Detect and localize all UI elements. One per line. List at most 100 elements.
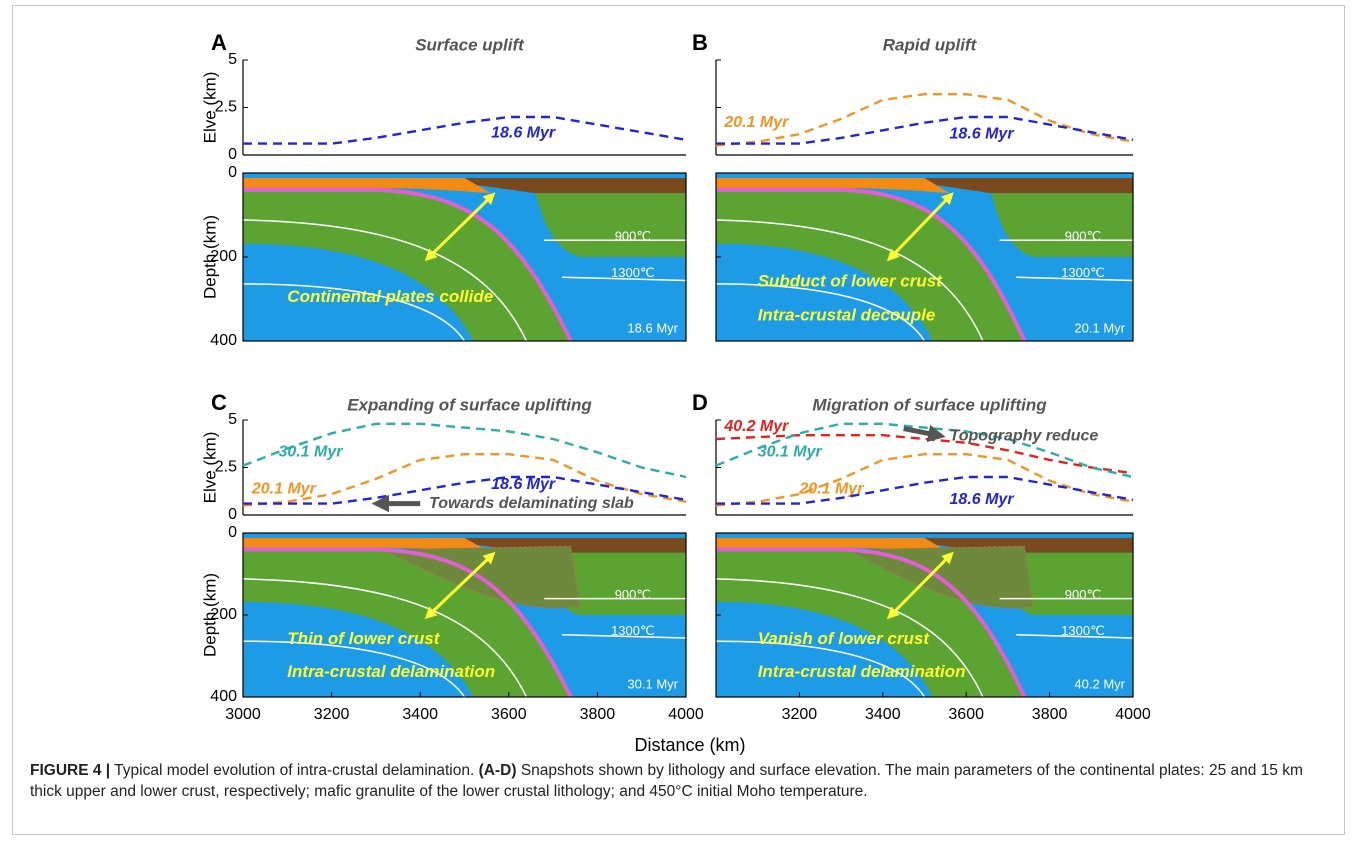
isotherm — [243, 283, 466, 341]
x-tick-label: 4000 — [668, 706, 704, 723]
yellow-arrow — [424, 551, 496, 620]
y-axis-label: Elve (km) — [200, 432, 219, 504]
x-tick-label: 3600 — [491, 706, 527, 723]
isotherm-label: 900℃ — [1065, 587, 1101, 602]
y-tick-label: 2.5 — [215, 99, 237, 116]
y-tick-label: 5 — [228, 51, 237, 68]
series-label: 30.1 Myr — [278, 444, 343, 461]
isotherm — [243, 640, 466, 697]
series-label: 20.1 Myr — [251, 481, 317, 498]
isotherm-label: 900℃ — [615, 587, 651, 602]
y-tick-label: 0 — [228, 506, 237, 523]
time-label: 30.1 Myr — [627, 676, 678, 691]
upper-crust — [716, 537, 950, 553]
lithology-section: 900℃ 1300℃ Vanish of lower crust Intra-crus… — [716, 533, 1133, 697]
annotation: Topography reduce — [950, 427, 1099, 444]
panel-label: D — [692, 390, 708, 415]
y-tick-label: 200 — [210, 248, 237, 265]
y-tick-label: 400 — [210, 688, 237, 705]
overriding-lithosphere — [535, 193, 686, 257]
caption: FIGURE 4 | Typical model evolution of in… — [30, 760, 1330, 802]
y-tick-label: 200 — [210, 606, 237, 623]
isotherm — [716, 640, 926, 697]
series-label: 18.6 Myr — [491, 124, 556, 141]
section-label: Intra-crustal delamination — [287, 662, 495, 681]
upper-crust — [243, 178, 492, 194]
x-tick-label: 3400 — [865, 706, 901, 723]
caption-description: Snapshots shown by lithology and surface… — [30, 762, 1303, 800]
elevation-line — [715, 453, 1134, 507]
panel-title: Expanding of surface uplifting — [347, 395, 592, 414]
y-tick-label: 5 — [228, 411, 237, 428]
series-label: 40.2 Myr — [723, 418, 789, 435]
caption-label: FIGURE 4 | — [30, 762, 111, 779]
series-label: 18.6 Myr — [950, 125, 1015, 142]
x-tick-label: 4000 — [1115, 706, 1151, 723]
sediment — [420, 178, 686, 194]
isotherm — [561, 633, 686, 639]
section-label: Continental plates collide — [287, 287, 493, 306]
section-label: Intra-crustal delamination — [758, 662, 966, 681]
section-label: Vanish of lower crust — [758, 629, 931, 648]
elevation-line — [715, 422, 1134, 479]
elevation-line — [716, 475, 1134, 505]
x-tick-label: 3400 — [402, 706, 438, 723]
upper-crust — [243, 537, 492, 553]
elevation-line — [715, 434, 1134, 475]
series-label: 18.6 Myr — [491, 476, 556, 493]
isotherm-label: 900℃ — [1065, 228, 1101, 243]
elevation-line — [242, 453, 687, 507]
figure: A Surface uplift Elve (km) 0 2.5 5 18.6 Myr B Ra… — [200, 30, 1151, 755]
annotation: Towards delaminating slab — [429, 495, 634, 512]
panel-label: C — [211, 390, 227, 415]
x-tick-label: 3200 — [314, 706, 350, 723]
y-tick-label: 400 — [210, 332, 237, 349]
y-tick-label: 0 — [228, 524, 237, 541]
isotherm-label: 1300℃ — [611, 265, 655, 280]
x-tick-label: 3600 — [948, 706, 984, 723]
isotherm-label: 1300℃ — [1061, 623, 1105, 638]
x-tick-label: 3800 — [1032, 706, 1068, 723]
sediment — [420, 537, 686, 553]
lithology-section: 900℃ 1300℃ Thin of lower crust Intra-crusta… — [243, 533, 686, 697]
y-axis-label: Depth (km) — [200, 215, 219, 299]
isotherm — [1016, 633, 1133, 639]
lithology-section: 900℃ 1300℃ Subduct of lower crust Intra-cru… — [716, 173, 1133, 341]
upper-crust — [716, 178, 950, 194]
yellow-arrow — [424, 192, 496, 262]
y-tick-label: 0 — [228, 164, 237, 181]
time-label: 20.1 Myr — [1074, 320, 1125, 335]
x-tick-label: 3800 — [580, 706, 616, 723]
x-axis-label: Distance (km) — [634, 735, 745, 755]
panel-label: B — [692, 30, 708, 55]
figure-frame — [12, 5, 1345, 835]
elevation-line — [243, 115, 687, 145]
x-tick-label: 3000 — [225, 706, 261, 723]
panel-label: A — [211, 30, 227, 55]
elevation-line — [242, 422, 687, 479]
y-tick-label: 0 — [228, 146, 237, 163]
panel-title: Surface uplift — [415, 35, 525, 54]
overriding-lithosphere — [991, 193, 1133, 257]
isotherm-label: 1300℃ — [611, 623, 655, 638]
lithology-section: 900℃ 1300℃ Continental plates collide 18.6 … — [243, 173, 686, 341]
caption-text: Typical model evolution of intra-crustal… — [114, 762, 475, 779]
time-label: 40.2 Myr — [1074, 676, 1125, 691]
panel-title: Migration of surface uplifting — [812, 395, 1047, 414]
isotherm-label: 900℃ — [615, 228, 651, 243]
sediment — [882, 178, 1133, 194]
annotation-arrow — [903, 424, 946, 443]
series-label: 20.1 Myr — [723, 114, 789, 131]
isotherm — [1016, 276, 1133, 282]
yellow-arrow — [886, 192, 954, 262]
y-axis-label: Depth (km) — [200, 573, 219, 657]
section-label: Thin of lower crust — [287, 629, 440, 648]
elevation-line — [716, 115, 1134, 145]
caption-panels: (A-D) — [478, 762, 517, 779]
sediment — [882, 537, 1133, 553]
x-tick-label: 3200 — [782, 706, 818, 723]
section-label: Intra-crustal decouple — [758, 305, 936, 324]
section-label: Subduct of lower crust — [758, 272, 944, 291]
y-tick-label: 2.5 — [215, 459, 237, 476]
